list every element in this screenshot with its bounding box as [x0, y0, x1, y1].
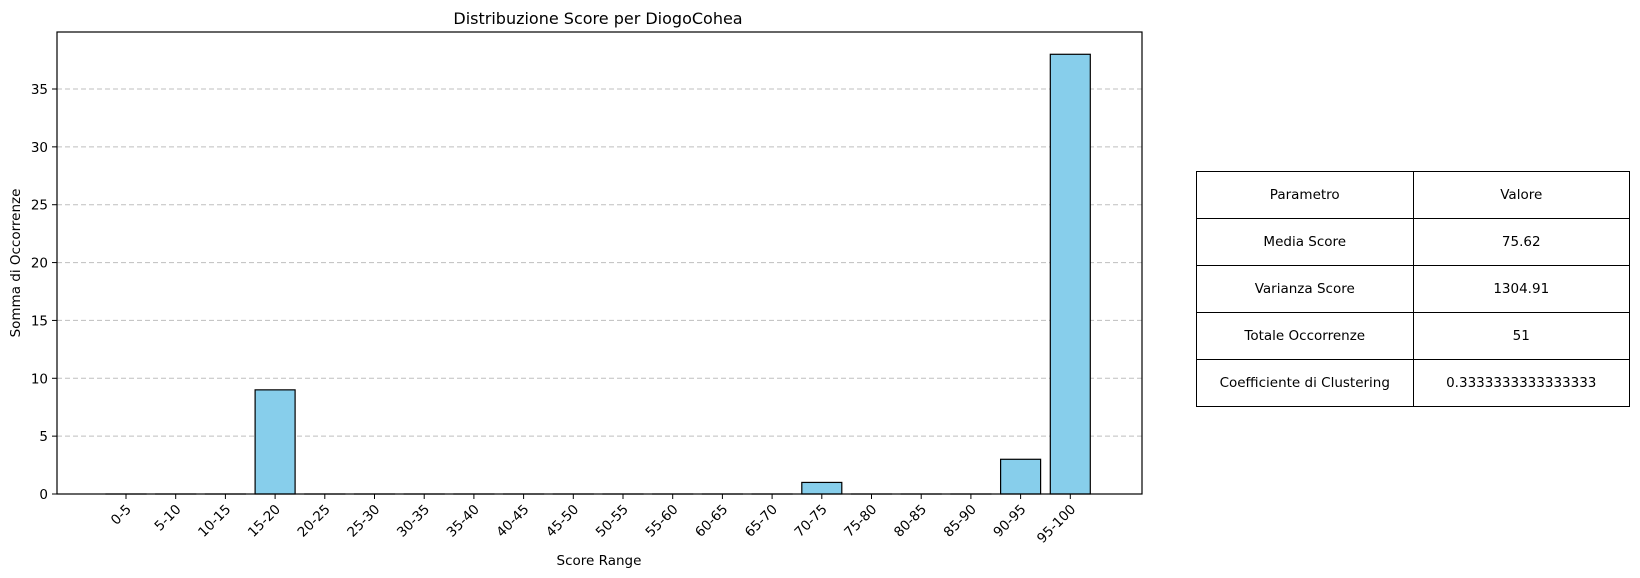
- x-tick-label: 80-85: [891, 502, 930, 541]
- table-row: Varianza Score 1304.91: [1196, 265, 1630, 313]
- x-tick-label: 55-60: [642, 502, 681, 541]
- x-tick-label: 60-65: [692, 502, 731, 541]
- bar: [999, 458, 1042, 495]
- y-tick-label: 10: [31, 371, 48, 387]
- chart-title: Distribuzione Score per DiogoCohea: [453, 9, 742, 28]
- x-tick-label: 25-30: [344, 502, 383, 541]
- table-header-value: Valore: [1412, 171, 1630, 219]
- x-tick-label: 95-100: [1034, 502, 1079, 547]
- table-cell-param: Coefficiente di Clustering: [1196, 359, 1414, 407]
- x-axis-ticks: 0-5 5-10 10-15 15-20 20-25 25-30 30-35 35-40 40-…: [108, 494, 1079, 547]
- table-cell-value: 51: [1412, 312, 1630, 360]
- y-tick-label: 35: [31, 82, 48, 98]
- table-header-row: Parametro Valore: [1196, 171, 1630, 219]
- table-cell-param: Varianza Score: [1196, 265, 1414, 313]
- x-tick-label: 15-20: [245, 502, 284, 541]
- y-axis-ticks: 0 5 10 15 20 25 30 35: [31, 82, 57, 503]
- x-tick-label: 10-15: [195, 502, 234, 541]
- x-tick-label: 65-70: [742, 502, 781, 541]
- x-tick-label: 50-55: [593, 502, 632, 541]
- x-tick-label: 35-40: [444, 502, 483, 541]
- bar-chart: Distribuzione Score per DiogoCohea 0 5 10 1…: [8, 9, 1143, 569]
- bar: [1049, 53, 1091, 495]
- table-row: Media Score 75.62: [1196, 218, 1630, 266]
- bars: [105, 53, 1091, 495]
- y-tick-label: 20: [31, 256, 48, 272]
- table-cell-param: Media Score: [1196, 218, 1414, 266]
- y-tick-label: 30: [31, 140, 48, 156]
- x-tick-label: 40-45: [493, 502, 532, 541]
- stats-table: Parametro Valore Media Score 75.62 Varia…: [1196, 171, 1630, 407]
- y-tick-label: 0: [39, 487, 48, 503]
- y-tick-label: 15: [31, 313, 48, 329]
- table-cell-param: Totale Occorrenze: [1196, 312, 1414, 360]
- x-tick-label: 0-5: [108, 502, 135, 529]
- bar: [801, 481, 843, 495]
- table-header-param: Parametro: [1196, 171, 1414, 219]
- table-cell-value: 0.3333333333333333: [1412, 359, 1630, 407]
- x-tick-label: 70-75: [792, 502, 831, 541]
- table-cell-value: 75.62: [1412, 218, 1630, 266]
- x-axis-label: Score Range: [557, 553, 642, 569]
- y-tick-label: 5: [39, 429, 48, 445]
- x-tick-label: 75-80: [841, 502, 880, 541]
- x-tick-label: 85-90: [941, 502, 980, 541]
- x-tick-label: 30-35: [394, 502, 433, 541]
- y-axis-label: Somma di Occorrenze: [8, 189, 24, 338]
- y-tick-label: 25: [31, 198, 48, 214]
- table-row: Coefficiente di Clustering 0.33333333333…: [1196, 359, 1630, 407]
- x-tick-label: 5-10: [152, 502, 185, 535]
- grid-lines: [57, 88, 1142, 437]
- table-cell-value: 1304.91: [1412, 265, 1630, 313]
- x-tick-label: 90-95: [990, 502, 1029, 541]
- x-tick-label: 20-25: [295, 502, 334, 541]
- x-tick-label: 45-50: [543, 502, 582, 541]
- table-row: Totale Occorrenze 51: [1196, 312, 1630, 360]
- bar: [254, 389, 296, 495]
